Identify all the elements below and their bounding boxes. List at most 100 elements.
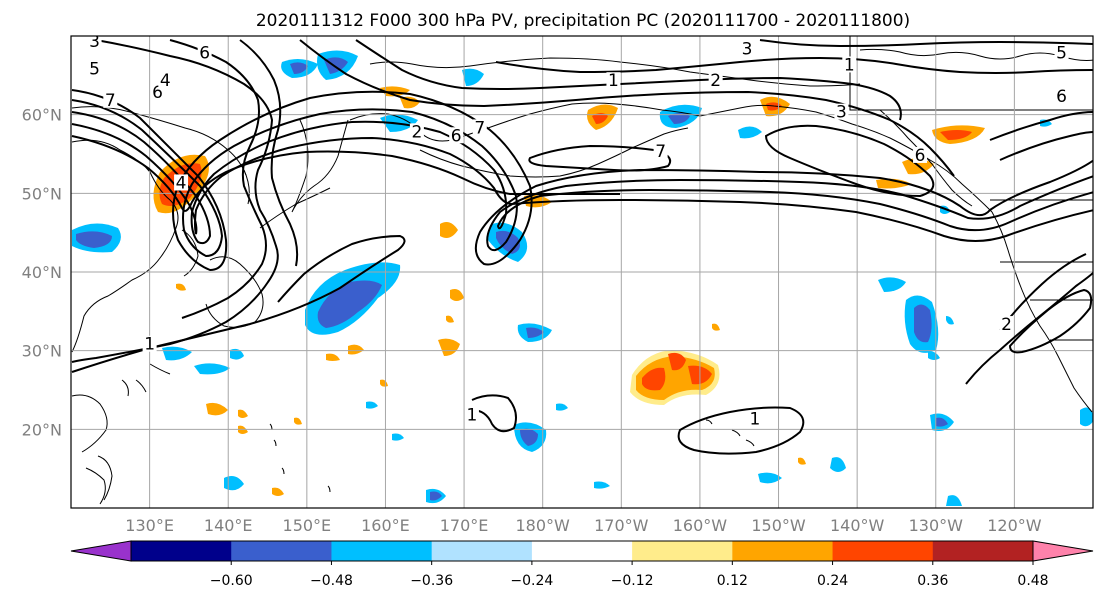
shade-negative: [594, 481, 610, 489]
contour-label-background: [606, 72, 621, 89]
pv-contour-label: 6: [152, 83, 163, 103]
colorbar-tick-label: 0.48: [1017, 573, 1048, 589]
contour-label-background: [842, 56, 857, 73]
contour-label-background: [409, 123, 424, 140]
pv-contour-line: [759, 39, 1093, 48]
taiwan-philippines: [97, 379, 129, 501]
longitude-tick-label: 120°W: [987, 516, 1042, 535]
contour-label-background: [1054, 44, 1069, 61]
contour-label-background: [87, 60, 102, 77]
pv-contour-line: [764, 124, 935, 198]
pv-contour-line: [471, 394, 517, 433]
pv-contour-label: 5: [89, 59, 100, 79]
pv-contour-line: [495, 56, 1093, 74]
longitude-tick-labels: 130°E 140°E 150°E 160°E 170°E 180°W 170°W 160°W…: [125, 516, 1041, 535]
bering-strait-alaska: [349, 102, 701, 142]
contour-label-background: [158, 72, 173, 89]
shade-positive: [176, 283, 186, 291]
contour-label-background: [999, 316, 1014, 333]
contour-label-background: [747, 410, 762, 427]
shade-negative: [520, 428, 538, 446]
alaska-north: [369, 57, 861, 87]
shade-positive: [940, 130, 972, 140]
pv-contour-label: 4: [176, 173, 187, 193]
pv-contour-label: 1: [608, 71, 619, 91]
contour-label-background: [834, 103, 849, 120]
pv-contour-line: [1008, 288, 1093, 354]
shade-positive: [294, 417, 302, 425]
longitude-tick-label: 140°E: [204, 516, 253, 535]
shade-negative: [76, 231, 112, 248]
pv-contours: [71, 39, 1093, 455]
latitude-tick-label: 40°N: [22, 263, 62, 282]
shade-positive: [238, 409, 248, 418]
shade-negative: [392, 433, 404, 441]
longitude-tick-label: 130°E: [125, 516, 174, 535]
pv-contour-line: [677, 406, 805, 455]
latitude-tick-label: 20°N: [22, 420, 62, 439]
pv-contour-label: 7: [474, 118, 485, 138]
contour-label-background: [174, 174, 189, 191]
colorbar-tick-label: −0.12: [611, 573, 654, 589]
asia-coastline-north: [71, 106, 247, 176]
shade-positive: [206, 402, 228, 416]
pv-contour-label: 1: [750, 409, 761, 429]
colorbar-tick-label: 0.36: [917, 573, 948, 589]
shade-positive: [440, 222, 458, 238]
shade-negative: [526, 327, 544, 338]
colorbar-segment: [431, 541, 533, 561]
longitude-tick-label: 180°W: [516, 516, 571, 535]
contour-label-background: [142, 335, 157, 352]
graticule: [71, 36, 1093, 508]
shade-negative: [936, 417, 948, 427]
pv-contour-line: [355, 39, 902, 121]
shade-positive: [592, 113, 608, 124]
shade-negative: [738, 126, 762, 139]
contour-label-background: [197, 44, 212, 61]
shade-positive: [450, 289, 464, 301]
colorbar-segment: [231, 541, 332, 561]
shade-negative: [366, 401, 378, 409]
pv-contour-label: 4: [160, 71, 171, 91]
shade-negative: [194, 363, 230, 375]
map-frame: [70, 35, 1094, 509]
pv-contour-line: [71, 234, 406, 373]
shade-positive: [348, 344, 364, 355]
colorbar-segment: [632, 541, 733, 561]
shade-positive: [400, 96, 420, 109]
shade-negative: [162, 346, 192, 361]
pv-contour-label: 6: [199, 44, 210, 64]
contour-label-background: [464, 406, 479, 423]
alaska-panhandle: [879, 109, 973, 207]
contour-label-background: [87, 36, 102, 49]
shade-negative: [946, 316, 954, 325]
longitude-tick-label: 170°W: [594, 516, 649, 535]
colorbar-over-extension: [1032, 540, 1094, 562]
pv-contour-line: [71, 135, 620, 212]
contour-label-background: [708, 72, 723, 89]
colorbar-segment: [932, 541, 1034, 561]
longitude-tick-label: 150°E: [283, 516, 332, 535]
shade-positive: [380, 379, 388, 387]
shade-positive: [798, 457, 806, 465]
pv-contour-label: 3: [836, 103, 847, 123]
pv-contour-label: 1: [467, 406, 478, 426]
figure-title: 2020111312 F000 300 hPa PV, precipitatio…: [256, 11, 910, 31]
contour-label-background: [449, 127, 464, 144]
shade-negative: [914, 304, 932, 343]
pv-contour-label: 5: [1056, 44, 1067, 64]
pv-contour-line: [239, 39, 299, 267]
longitude-tick-label: 140°W: [830, 516, 885, 535]
shade-negative: [830, 457, 846, 472]
shade-positive: [642, 367, 666, 391]
shade-negative: [324, 57, 348, 74]
shade-positive: [668, 352, 686, 371]
contour-label-background: [653, 143, 668, 159]
latitude-tick-label: 50°N: [22, 184, 62, 203]
pv-contour-line: [299, 39, 955, 177]
shade-negative: [668, 113, 690, 124]
pv-contour-label: 1: [844, 55, 855, 75]
